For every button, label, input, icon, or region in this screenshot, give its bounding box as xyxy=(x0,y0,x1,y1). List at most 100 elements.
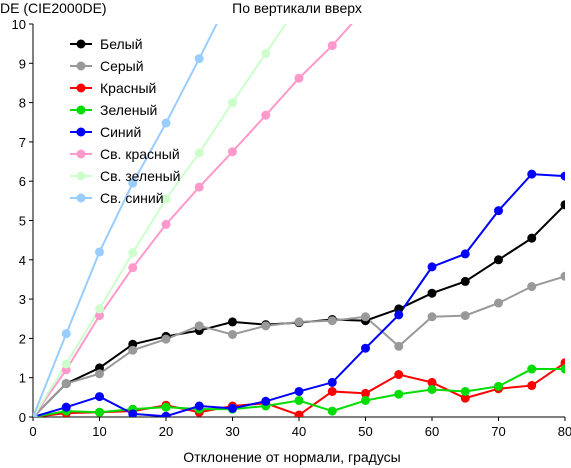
data-point xyxy=(261,396,271,406)
data-point xyxy=(494,206,503,216)
data-point xyxy=(460,386,470,396)
legend-swatch-marker xyxy=(76,149,86,159)
data-point xyxy=(394,341,404,351)
data-point xyxy=(228,147,237,157)
x-tick-label: 40 xyxy=(292,424,306,439)
y-tick-label: 2 xyxy=(19,331,26,346)
legend-label: Серый xyxy=(100,58,144,74)
x-tick-label: 10 xyxy=(92,424,106,439)
data-point xyxy=(294,317,304,327)
y-tick-label: 1 xyxy=(19,371,26,386)
data-point xyxy=(294,395,304,405)
data-point xyxy=(95,304,104,314)
data-point xyxy=(261,48,271,58)
axes: 0 1 2 3 4 5 6 7 8 9 10 0 10 20 30 40 50 60 70 80 xyxy=(12,17,571,439)
data-point xyxy=(161,411,171,417)
data-point xyxy=(527,282,537,292)
data-point xyxy=(161,402,171,412)
y-tick-label: 10 xyxy=(12,17,26,32)
data-point xyxy=(128,263,138,273)
data-point xyxy=(61,359,71,369)
legend-swatch-marker xyxy=(76,193,86,203)
legend-swatch-marker xyxy=(76,61,86,71)
data-point xyxy=(427,384,437,394)
legend-label: Красный xyxy=(100,80,156,96)
data-point xyxy=(394,389,404,399)
data-point xyxy=(95,247,104,257)
data-point xyxy=(494,298,503,308)
data-point xyxy=(194,401,204,411)
y-tick-label: 8 xyxy=(19,96,26,111)
legend-label: Св. красный xyxy=(100,146,180,162)
data-point xyxy=(361,4,370,13)
data-point xyxy=(494,255,503,265)
data-point xyxy=(560,171,565,181)
text-layer: DE (CIE2000DE) По вертикали вверх Отклон… xyxy=(0,0,401,465)
data-point xyxy=(161,219,171,229)
legend-swatch-marker xyxy=(76,171,86,181)
legend-label: Синий xyxy=(100,124,141,140)
y-tick-label: 6 xyxy=(19,174,26,189)
data-point xyxy=(527,169,537,179)
y-tick-label: 9 xyxy=(19,56,26,71)
data-point xyxy=(394,370,404,380)
data-point xyxy=(294,386,304,396)
legend-label: Зеленый xyxy=(100,102,157,118)
data-point xyxy=(128,345,138,355)
x-axis-title: Отклонение от нормали, градусы xyxy=(183,449,400,465)
data-point xyxy=(361,395,370,405)
data-point xyxy=(61,329,71,339)
data-point xyxy=(460,249,470,259)
legend-swatch-marker xyxy=(76,105,86,115)
x-tick-label: 70 xyxy=(491,424,505,439)
x-tick-label: 80 xyxy=(558,424,571,439)
data-point xyxy=(161,118,171,128)
data-point xyxy=(228,98,237,108)
chart-title: По вертикали вверх xyxy=(232,0,362,16)
legend-label: Св. синий xyxy=(100,190,164,206)
y-tick-label: 5 xyxy=(19,214,26,229)
data-point xyxy=(394,310,404,320)
data-point xyxy=(527,233,537,243)
data-point xyxy=(427,312,437,322)
data-point xyxy=(228,403,237,413)
data-point xyxy=(327,377,337,387)
data-point xyxy=(95,311,104,321)
legend-label: Св. зеленый xyxy=(100,168,180,184)
data-point xyxy=(194,54,204,64)
data-point xyxy=(228,329,237,339)
y-tick-label: 0 xyxy=(19,410,26,425)
data-point xyxy=(560,271,565,281)
data-point xyxy=(294,73,304,83)
data-point xyxy=(128,409,138,417)
data-point xyxy=(161,334,171,344)
y-tick-label: 7 xyxy=(19,135,26,150)
data-point xyxy=(194,148,204,158)
x-tick-label: 0 xyxy=(29,424,36,439)
y-tick-label: 4 xyxy=(19,253,26,268)
data-point xyxy=(460,311,470,321)
legend-swatch-marker xyxy=(76,39,86,49)
data-point xyxy=(527,364,537,374)
data-point xyxy=(228,317,237,327)
data-point xyxy=(361,312,370,322)
marker-layer xyxy=(33,4,565,417)
data-point xyxy=(460,276,470,286)
data-point xyxy=(327,386,337,396)
data-point xyxy=(128,248,138,258)
data-point xyxy=(494,381,503,391)
data-point xyxy=(95,392,104,402)
data-point xyxy=(294,410,304,417)
data-point xyxy=(361,388,370,398)
data-point xyxy=(194,182,204,192)
data-point xyxy=(61,379,71,389)
series-line xyxy=(33,204,565,417)
data-point xyxy=(460,393,470,403)
data-point xyxy=(128,178,138,188)
data-point xyxy=(327,41,337,51)
x-tick-label: 30 xyxy=(225,424,239,439)
y-axis-title: DE (CIE2000DE) xyxy=(0,0,107,16)
legend-label: Белый xyxy=(100,36,143,52)
